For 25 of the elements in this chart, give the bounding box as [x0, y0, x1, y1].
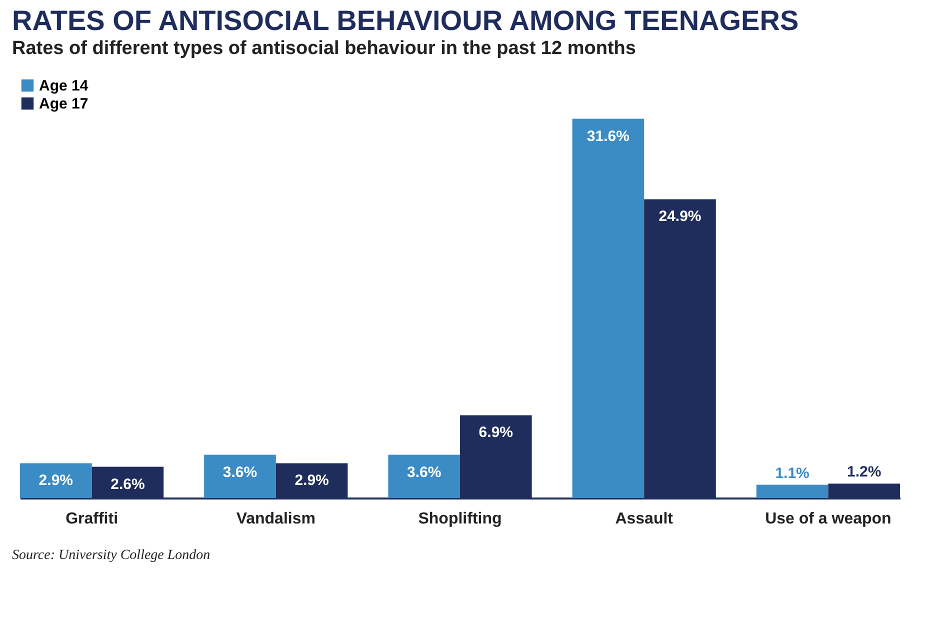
bar: [204, 454, 276, 498]
bar: [572, 118, 644, 498]
data-label: 2.9%: [294, 472, 329, 490]
legend-label: Age 14: [39, 78, 89, 94]
x-tick-label: Shoplifting: [418, 510, 502, 528]
chart-subtitle: Rates of different types of antisocial behaviour in the past 12 months: [12, 38, 636, 59]
bar: [388, 454, 460, 498]
data-label: 2.6%: [110, 476, 145, 493]
data-label: 1.2%: [847, 464, 882, 481]
legend-label: Age 17: [39, 96, 88, 112]
data-label: 3.6%: [407, 464, 442, 481]
x-tick-label: Vandalism: [236, 510, 316, 528]
x-tick-label: Graffiti: [66, 510, 118, 528]
data-label: 24.9%: [658, 208, 702, 226]
data-label: 2.9%: [38, 472, 73, 490]
data-label: 6.9%: [478, 424, 513, 442]
bar: [756, 484, 828, 498]
bar: [20, 463, 92, 498]
source-note: Source: University College London: [12, 548, 210, 563]
x-tick-label: Use of a weapon: [765, 510, 892, 528]
x-tick-label: Assault: [615, 510, 674, 528]
data-label: 1.1%: [775, 464, 810, 482]
data-label: 31.6%: [586, 128, 630, 145]
data-label: 3.6%: [222, 464, 258, 481]
chart-title: RATES OF ANTISOCIAL BEHAVIOUR AMONG TEENAGERS: [12, 5, 799, 36]
